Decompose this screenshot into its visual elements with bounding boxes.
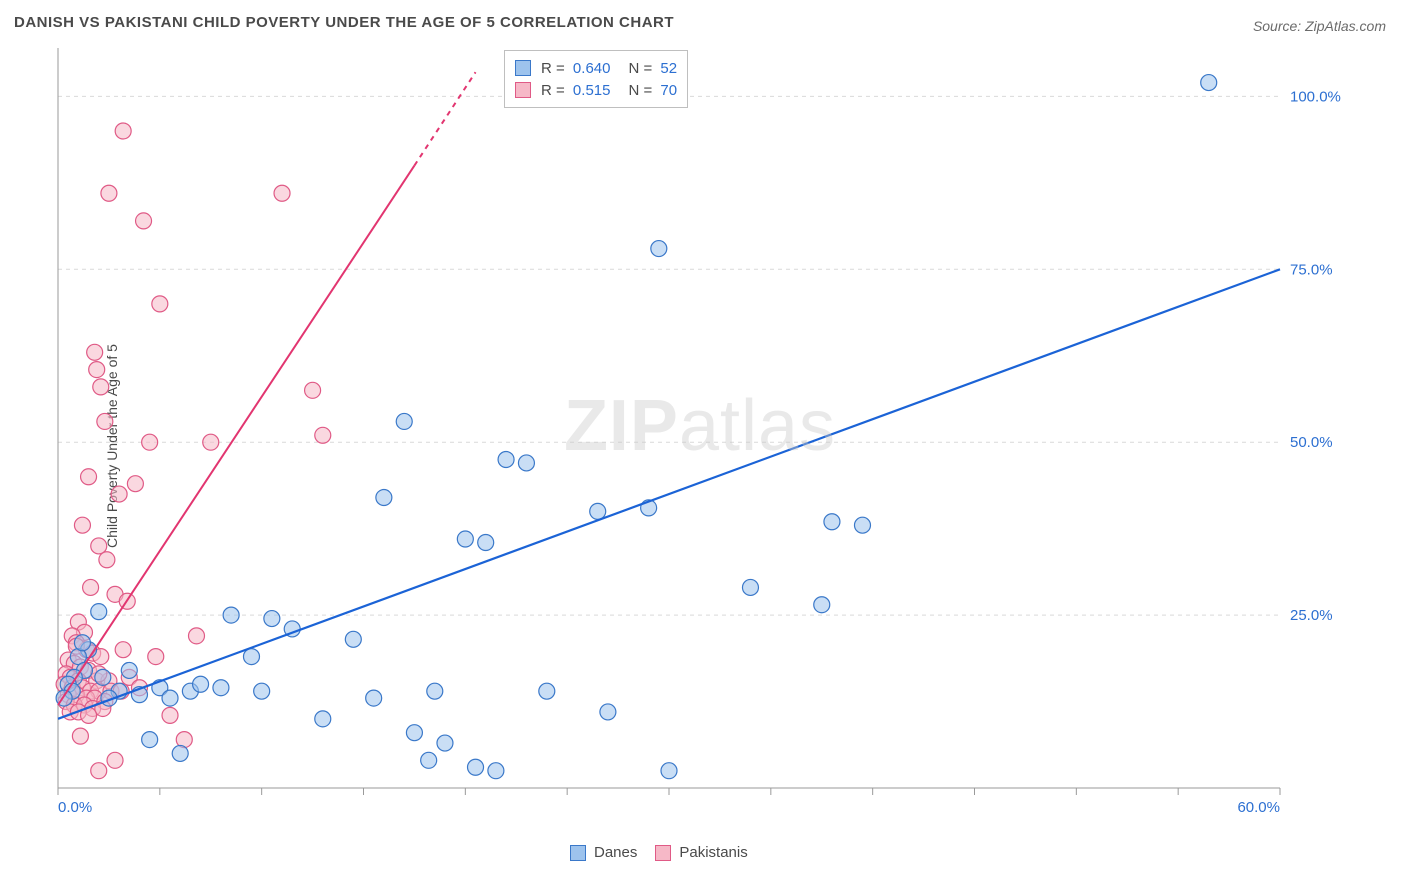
y-grid-label: 75.0% xyxy=(1290,261,1333,278)
data-point xyxy=(223,607,239,623)
data-point xyxy=(406,725,422,741)
data-point xyxy=(83,579,99,595)
legend-swatch xyxy=(515,82,531,98)
r-value: 0.515 xyxy=(569,82,611,99)
data-point xyxy=(193,676,209,692)
r-label: R = xyxy=(541,82,565,99)
data-point xyxy=(315,427,331,443)
trend-line xyxy=(58,166,414,705)
data-point xyxy=(539,683,555,699)
data-point xyxy=(203,434,219,450)
data-point xyxy=(188,628,204,644)
bottom-legend: Danes Pakistanis xyxy=(570,844,748,861)
data-point xyxy=(264,611,280,627)
data-point xyxy=(457,531,473,547)
data-point xyxy=(345,631,361,647)
data-point xyxy=(854,517,870,533)
stats-legend-row: R = 0.515 N = 70 xyxy=(515,79,677,101)
data-point xyxy=(115,123,131,139)
data-point xyxy=(97,413,113,429)
data-point xyxy=(488,763,504,779)
legend-item: Pakistanis xyxy=(655,844,747,861)
data-point xyxy=(315,711,331,727)
data-point xyxy=(498,451,514,467)
legend-swatch xyxy=(655,845,671,861)
data-point xyxy=(1201,75,1217,91)
y-grid-label: 50.0% xyxy=(1290,434,1333,451)
data-point xyxy=(172,745,188,761)
n-value: 52 xyxy=(656,60,677,77)
data-point xyxy=(518,455,534,471)
data-point xyxy=(72,728,88,744)
data-point xyxy=(91,538,107,554)
chart-container: DANISH VS PAKISTANI CHILD POVERTY UNDER … xyxy=(0,0,1406,892)
legend-item: Danes xyxy=(570,844,637,861)
data-point xyxy=(127,476,143,492)
data-point xyxy=(437,735,453,751)
r-label: R = xyxy=(541,60,565,77)
data-point xyxy=(136,213,152,229)
source-attribution: Source: ZipAtlas.com xyxy=(1253,18,1386,34)
data-point xyxy=(427,683,443,699)
legend-label: Pakistanis xyxy=(679,844,747,861)
data-point xyxy=(478,534,494,550)
data-point xyxy=(99,552,115,568)
data-point xyxy=(81,469,97,485)
data-point xyxy=(162,690,178,706)
stats-legend-row: R = 0.640 N = 52 xyxy=(515,57,677,79)
data-point xyxy=(93,379,109,395)
data-point xyxy=(142,434,158,450)
y-grid-label: 100.0% xyxy=(1290,88,1341,105)
x-tick-label: 0.0% xyxy=(58,799,92,816)
legend-swatch xyxy=(515,60,531,76)
data-point xyxy=(148,649,164,665)
data-point xyxy=(254,683,270,699)
data-point xyxy=(115,642,131,658)
data-point xyxy=(421,752,437,768)
data-point xyxy=(274,185,290,201)
data-point xyxy=(243,649,259,665)
chart-title: DANISH VS PAKISTANI CHILD POVERTY UNDER … xyxy=(14,14,674,31)
legend-swatch xyxy=(570,845,586,861)
legend-label: Danes xyxy=(594,844,637,861)
stats-legend: R = 0.640 N = 52 R = 0.515 N = 70 xyxy=(504,50,688,108)
x-tick-label: 60.0% xyxy=(1237,799,1280,816)
data-point xyxy=(101,185,117,201)
data-point xyxy=(89,362,105,378)
data-point xyxy=(152,296,168,312)
data-point xyxy=(651,241,667,257)
data-point xyxy=(366,690,382,706)
data-point xyxy=(91,604,107,620)
data-point xyxy=(107,752,123,768)
data-point xyxy=(111,486,127,502)
data-point xyxy=(600,704,616,720)
data-point xyxy=(95,669,111,685)
data-point xyxy=(742,579,758,595)
data-point xyxy=(590,503,606,519)
data-point xyxy=(213,680,229,696)
trend-line-extrapolated xyxy=(414,72,475,165)
y-grid-label: 25.0% xyxy=(1290,607,1333,624)
data-point xyxy=(121,662,137,678)
data-point xyxy=(91,763,107,779)
plot-svg: 25.0% 50.0% 75.0% 100.0% 0.0% 60.0% xyxy=(50,44,1350,824)
trend-line xyxy=(58,269,1280,719)
data-point xyxy=(74,517,90,533)
data-point xyxy=(87,344,103,360)
data-point xyxy=(661,763,677,779)
data-point xyxy=(824,514,840,530)
data-point xyxy=(74,635,90,651)
data-point xyxy=(468,759,484,775)
data-point xyxy=(142,732,158,748)
n-label: N = xyxy=(628,82,652,99)
plot-area: 25.0%50.0%75.0%100.0%0.0%60.0% ZIPatlas … xyxy=(50,44,1350,824)
n-label: N = xyxy=(628,60,652,77)
data-point xyxy=(376,490,392,506)
data-point xyxy=(305,382,321,398)
data-point xyxy=(814,597,830,613)
data-point xyxy=(162,707,178,723)
n-value: 70 xyxy=(656,82,677,99)
data-point xyxy=(396,413,412,429)
r-value: 0.640 xyxy=(569,60,611,77)
